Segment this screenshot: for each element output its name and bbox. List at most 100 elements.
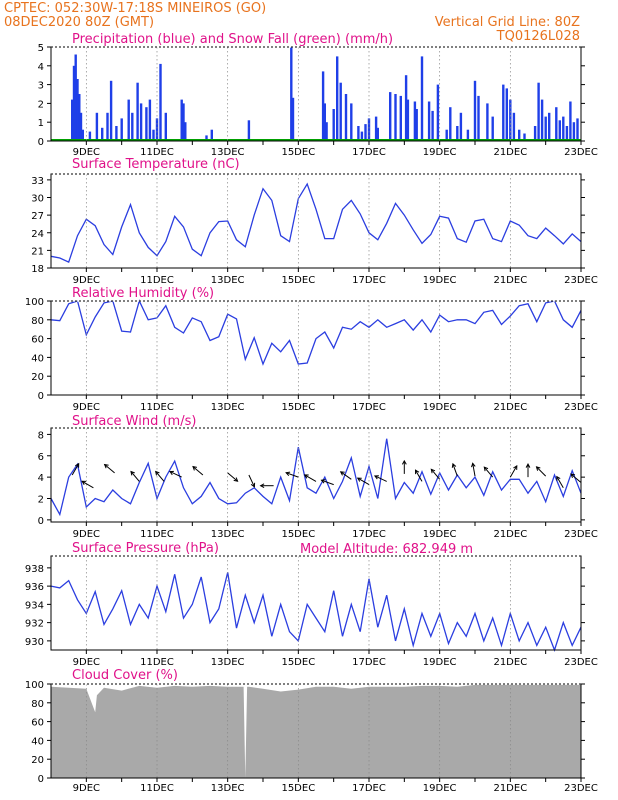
wind-arrow — [227, 472, 239, 482]
wind-arrow-head — [320, 479, 326, 484]
x-tick-label: 19DEC — [423, 402, 457, 413]
temperature-line — [50, 182, 582, 263]
precip-bar — [120, 118, 123, 141]
precip-bar — [555, 107, 558, 141]
precip-bar — [565, 126, 569, 141]
wind-arrow-head — [81, 480, 87, 485]
x-tick-label: 13DEC — [211, 783, 245, 794]
precip-bar — [290, 47, 293, 141]
frame — [50, 427, 582, 523]
wind-arrow-shaft — [248, 474, 255, 488]
wind-arrow — [248, 474, 256, 488]
wind-arrow-shaft — [227, 472, 238, 482]
precip-bar — [394, 94, 397, 141]
x-tick-label: 19DEC — [423, 275, 457, 286]
precip-bar — [449, 107, 452, 141]
y-tick-label: 8 — [38, 430, 44, 441]
precip-bar — [548, 112, 551, 141]
wind-arrow-shaft — [192, 466, 204, 476]
wind-arrow-head — [75, 462, 80, 468]
x-tick-label: 11DEC — [140, 783, 174, 794]
y-tick-label: 60 — [31, 718, 44, 729]
y-tick-label: 24 — [31, 229, 44, 240]
x-tick-label: 15DEC — [281, 783, 315, 794]
precip-bar — [413, 101, 417, 141]
x-tick-label: 19DEC — [423, 147, 457, 158]
wind-arrow-shaft — [340, 471, 352, 480]
precip-panel: Precipitation (blue) and Snow Fall (gree… — [38, 32, 598, 158]
x-tick-label: 21DEC — [493, 402, 527, 413]
wind-arrow-shaft — [556, 476, 564, 489]
wind-arrow — [471, 462, 476, 477]
wind-arrow-shaft — [321, 479, 334, 486]
humidity-title: Relative Humidity (%) — [72, 286, 214, 301]
precip-bar — [364, 124, 367, 141]
wind-arrow — [414, 469, 423, 482]
wind-arrow-head — [451, 462, 457, 468]
wind-arrow — [192, 465, 204, 476]
wind-arrow-shaft — [357, 477, 370, 486]
x-tick-label: 21DEC — [493, 147, 527, 158]
x-tick-label: 15DEC — [281, 529, 315, 540]
wind-arrow-shaft — [472, 463, 476, 477]
precip-bar — [131, 112, 134, 141]
wind-arrow-head — [233, 477, 239, 482]
y-tick-label: 6 — [38, 452, 44, 463]
y-tick-label: 4 — [38, 473, 44, 484]
wind-arrow-head — [471, 462, 476, 468]
y-tick-label: 60 — [31, 335, 44, 346]
precip-bar — [360, 131, 364, 141]
wind-arrow-shaft — [483, 466, 494, 478]
wind-arrow — [81, 480, 94, 489]
wind-arrow — [451, 462, 458, 477]
precip-bar — [291, 97, 295, 141]
wind-arrow-head — [303, 474, 309, 479]
wind-arrow-head — [401, 459, 407, 465]
wind-arrow-shaft — [415, 469, 423, 482]
chart-panels: Precipitation (blue) and Snow Fall (gree… — [25, 32, 598, 794]
precip-bar — [159, 63, 162, 141]
x-tick-label: 11DEC — [140, 275, 174, 286]
wind-arrow-head — [103, 463, 109, 469]
precip-bar — [456, 126, 459, 141]
y-tick-label: 930 — [25, 637, 44, 648]
precip-bar — [523, 133, 526, 141]
wind-title: Surface Wind (m/s) — [72, 414, 196, 429]
x-tick-label: 11DEC — [140, 147, 174, 158]
precip-bar — [502, 84, 505, 141]
precip-bar — [505, 88, 508, 141]
cloud-area — [51, 684, 581, 778]
precip-bar — [376, 127, 379, 141]
x-tick-label: 17DEC — [352, 275, 386, 286]
wind-arrow — [71, 462, 80, 476]
wind-arrow-shaft — [71, 463, 80, 476]
x-tick-label: 23DEC — [564, 783, 598, 794]
wind-arrow — [483, 466, 494, 478]
y-tick-label: 936 — [25, 582, 44, 593]
wind-arrow-head — [155, 470, 160, 476]
precip-bar — [72, 65, 76, 141]
precip-bar — [101, 127, 104, 141]
wind-arrow — [430, 468, 441, 480]
y-tick-label: 80 — [31, 316, 44, 327]
run-code: TQ0126L028 — [496, 29, 580, 44]
y-tick-label: 932 — [25, 619, 44, 630]
wind-arrow-shaft — [536, 466, 547, 477]
precip-bar — [533, 126, 537, 141]
y-tick-label: 934 — [25, 600, 44, 611]
precip-bar — [332, 109, 335, 141]
precip-bar — [115, 126, 118, 141]
precip-bar — [344, 94, 348, 141]
precip-bar — [544, 116, 547, 141]
wind-arrow — [320, 479, 334, 486]
y-tick-label: 27 — [31, 211, 44, 222]
wind-arrow — [525, 463, 531, 478]
x-tick-label: 9DEC — [73, 402, 100, 413]
wind-arrow — [169, 470, 182, 478]
x-tick-label: 23DEC — [564, 402, 598, 413]
wind-arrow-head — [339, 471, 345, 476]
precip-bar — [184, 122, 187, 141]
pressure-line — [50, 572, 582, 652]
frame — [50, 300, 582, 396]
precip-bar — [74, 54, 77, 141]
